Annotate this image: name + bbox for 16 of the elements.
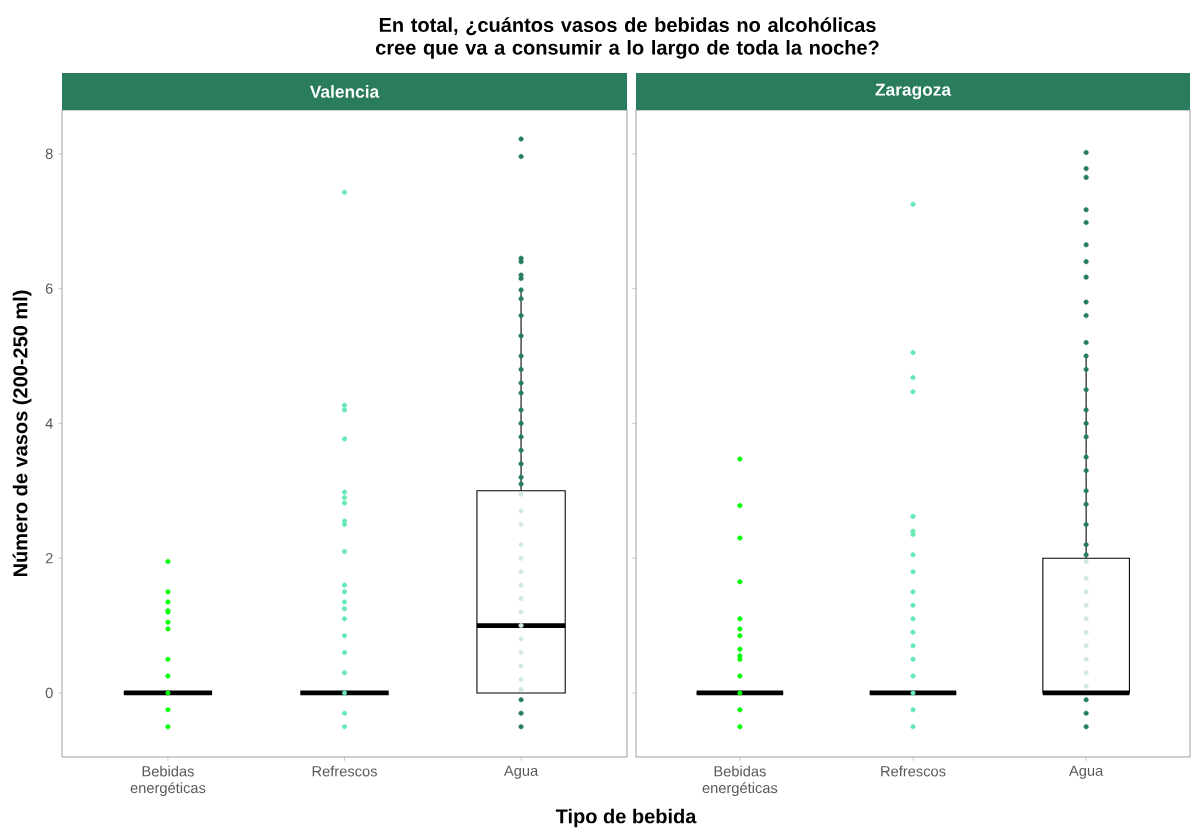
chart-subtitle: Zaragoza [875,83,952,100]
x-tick-label: Refrescos [881,765,946,777]
chart-title: En total, ¿cuántos vasos de bebidas no alcohólicas cree que va a consumir a lo largo de toda la noche? [375,17,879,59]
x-tick-label: Agua [1069,765,1104,779]
y-tick-label: 4 [45,418,53,429]
y-tick-label: 0 [45,687,53,699]
y-tick-label: 8 [45,148,53,159]
x-tick-label: Bebidas energéticas [130,765,206,797]
x-axis-title: Tipo de bebida [555,808,697,828]
y-tick-label: 2 [45,553,53,564]
x-tick-label: Agua [503,765,539,779]
y-tick-label: 6 [45,283,53,294]
y-axis-title: Número de vasos (200-250 ml) [12,290,32,577]
chart-subtitle: Valencia [309,85,380,98]
x-tick-label: Bebidas energéticas [702,765,778,797]
x-tick-label: Refrescos [312,765,377,777]
